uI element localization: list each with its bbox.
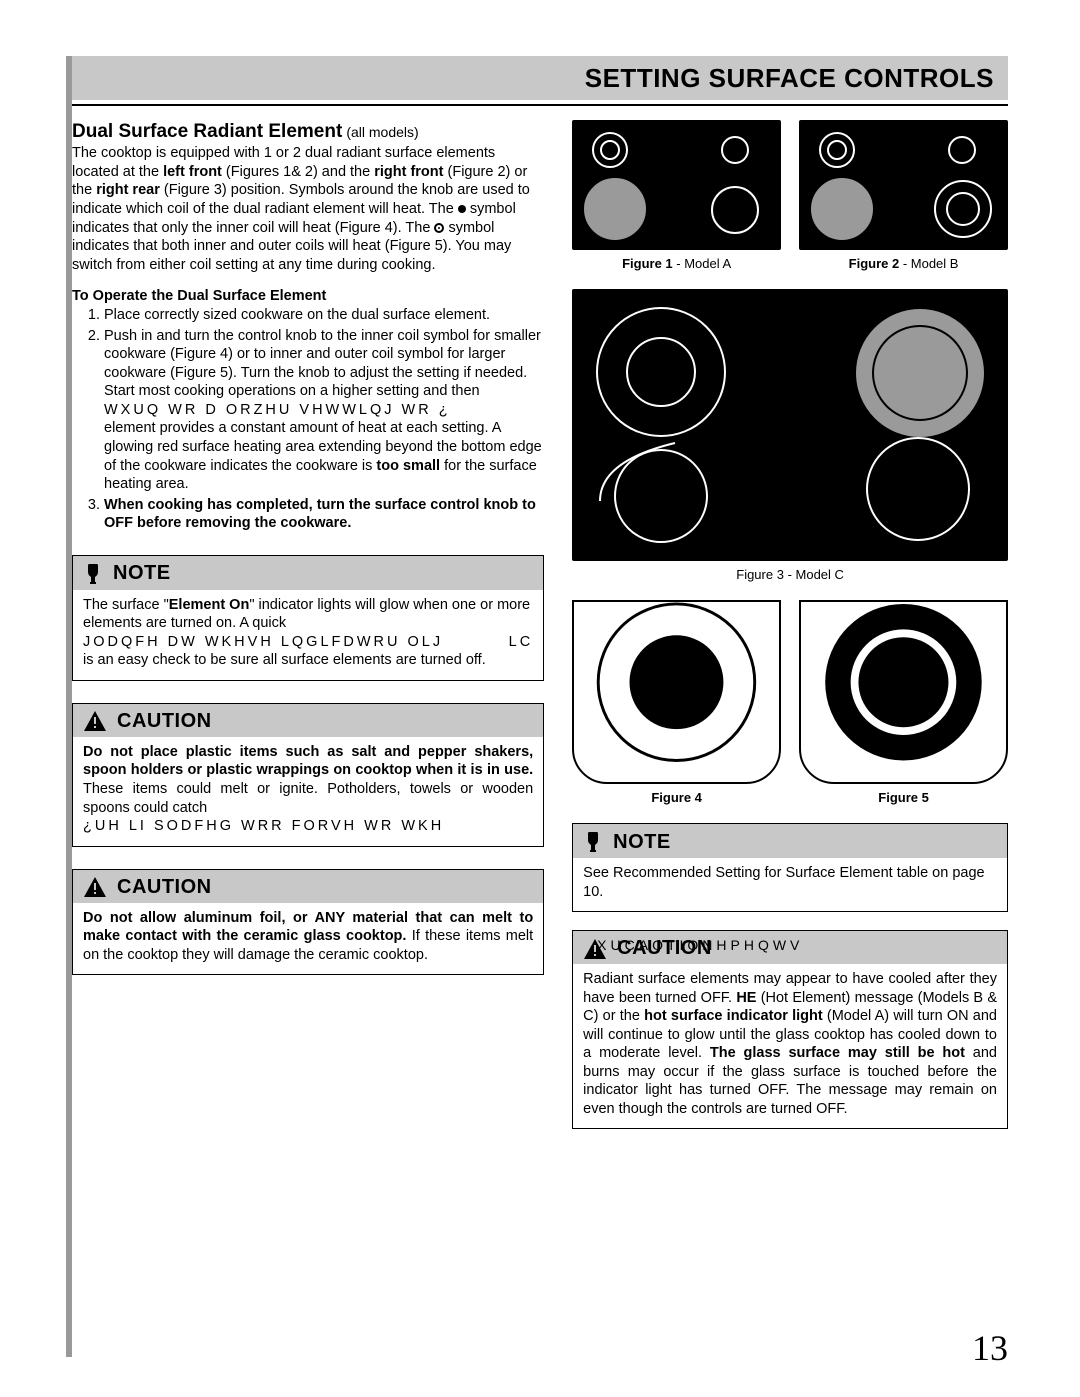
burner-outline (721, 136, 749, 164)
caution-body: Do not place plastic items such as salt … (73, 737, 543, 846)
figure-desc: - Model A (673, 256, 732, 271)
caution-header: CAUTION (73, 870, 543, 903)
inner-coil-symbol-icon (458, 205, 466, 213)
figure-label: Figure 2 (849, 256, 900, 271)
cooktop-model-c (572, 289, 1008, 561)
caution-garbled: ¿UH LI SODFHG WRR FORVH WR WKH (83, 818, 444, 834)
too-small-bold: too small (376, 458, 440, 474)
caution-title: CAUTION (117, 876, 212, 899)
figure-4-caption: Figure 4 (572, 790, 781, 805)
caution-callout-2: CAUTION Do not allow aluminum foil, or A… (72, 869, 544, 976)
intro-text: (Figures 1& 2) and the (222, 164, 374, 180)
burner-outline (711, 186, 759, 234)
caution-overlay-garbled: XUCAOTIONHPHQWV (597, 937, 803, 953)
caution-callout-3: XUCAOTIONHPHQWV CAUTION Radiant surface … (572, 930, 1008, 1129)
cooktop-model-a (572, 120, 781, 250)
figure-label: Figure 3 (736, 567, 784, 582)
page-title: SETTING SURFACE CONTROLS (585, 63, 994, 94)
burner-inner (946, 192, 980, 226)
note-icon (83, 562, 103, 586)
step-2: Push in and turn the control knob to the… (104, 327, 544, 494)
burner-active (584, 178, 646, 240)
section-title-paren: (all models) (346, 124, 418, 140)
two-column-layout: Dual Surface Radiant Element (all models… (72, 120, 1008, 1129)
right-column: Figure 1 - Model A Figure 2 - Model B Fi… (572, 120, 1008, 1129)
note-body: The surface "Element On" indicator light… (73, 590, 543, 680)
cooktop-model-b (799, 120, 1008, 250)
note-garbled: JODQFH DW WKHVH LQGLFDWRU OLJ (83, 634, 443, 650)
step-2-text: Push in and turn the control knob to the… (104, 328, 541, 400)
figure-2-caption: Figure 2 - Model B (799, 256, 1008, 271)
caution-header: XUCAOTIONHPHQWV CAUTION (573, 931, 1007, 964)
page-number: 13 (972, 1327, 1008, 1369)
caution-bold: Do not place plastic items such as salt … (83, 744, 533, 779)
left-column: Dual Surface Radiant Element (all models… (72, 120, 544, 1129)
left-margin-bar (66, 56, 72, 1357)
element-on-bold: Element On (169, 597, 250, 613)
step-1: Place correctly sized cookware on the du… (104, 306, 544, 325)
coil-diagram-row (572, 600, 1008, 784)
caution-body: Radiant surface elements may appear to h… (573, 964, 1007, 1128)
note-header: NOTE (573, 824, 1007, 858)
bold-right-front: right front (374, 164, 443, 180)
step-3: When cooking has completed, turn the sur… (104, 496, 544, 533)
page: SETTING SURFACE CONTROLS Dual Surface Ra… (0, 0, 1080, 1397)
bold-left-front: left front (163, 164, 222, 180)
step-3-bold: When cooking has completed, turn the sur… (104, 497, 536, 532)
caution-icon (83, 876, 107, 898)
steps-list: Place correctly sized cookware on the du… (72, 306, 544, 533)
note-body: See Recommended Setting for Surface Elem… (573, 858, 1007, 911)
bold-right-rear: right rear (96, 182, 160, 198)
caution-callout-1: CAUTION Do not place plastic items such … (72, 703, 544, 847)
intro-paragraph: Dual Surface Radiant Element (all models… (72, 120, 544, 274)
figure-label: Figure 4 (651, 790, 702, 805)
figure-label: Figure 5 (878, 790, 929, 805)
bridge-element-icon (590, 301, 750, 551)
note-header: NOTE (73, 556, 543, 590)
step-2-garbled: WXUQ WR D ORZHU VHWWLQJ WR ¿ (104, 402, 451, 418)
note-callout-1: NOTE The surface "Element On" indicator … (72, 555, 544, 681)
note-title: NOTE (613, 831, 671, 854)
burner-inner (872, 325, 968, 421)
figure-label: Figure 1 (622, 256, 673, 271)
he-bold: HE (736, 990, 756, 1006)
figure-captions-row-1: Figure 1 - Model A Figure 2 - Model B (572, 256, 1008, 271)
caution-title: CAUTION (117, 710, 212, 733)
page-header-band: SETTING SURFACE CONTROLS (72, 56, 1008, 100)
figure-3-caption: Figure 3 - Model C (572, 567, 1008, 582)
figure-captions-row-2: Figure 4 Figure 5 (572, 790, 1008, 805)
note-callout-2: NOTE See Recommended Setting for Surface… (572, 823, 1008, 912)
caution-title: XUCAOTIONHPHQWV CAUTION (617, 937, 712, 960)
operate-subhead: To Operate the Dual Surface Element (72, 288, 544, 304)
note-icon (583, 830, 603, 854)
caution-icon (83, 710, 107, 732)
note-text: is an easy check to be sure all surface … (83, 652, 486, 668)
hot-surface-bold: hot surface indicator light (644, 1008, 823, 1024)
burner-active (811, 178, 873, 240)
burner-outline (866, 437, 970, 541)
dual-coil-diagram (799, 600, 1008, 784)
caution-text: These items could melt or ignite. Pothol… (83, 781, 533, 816)
dual-coil-symbol-icon (434, 223, 444, 233)
caution-header: CAUTION (73, 704, 543, 737)
burner-outline (948, 136, 976, 164)
header-underline (72, 104, 1008, 106)
figure-desc: - Model B (899, 256, 958, 271)
burner-inner (827, 140, 847, 160)
caution-body: Do not allow aluminum foil, or ANY mater… (73, 903, 543, 975)
figure-1-caption: Figure 1 - Model A (572, 256, 781, 271)
inner-coil-diagram (572, 600, 781, 784)
figure-desc: - Model C (784, 567, 844, 582)
section-title: Dual Surface Radiant Element (72, 121, 342, 142)
note-garbled-right: LC (509, 633, 534, 652)
cooktop-row-1 (572, 120, 1008, 250)
note-title: NOTE (113, 562, 171, 585)
still-hot-bold: The glass surface may still be hot (710, 1045, 965, 1061)
figure-5-caption: Figure 5 (799, 790, 1008, 805)
note-text: The surface " (83, 597, 169, 613)
